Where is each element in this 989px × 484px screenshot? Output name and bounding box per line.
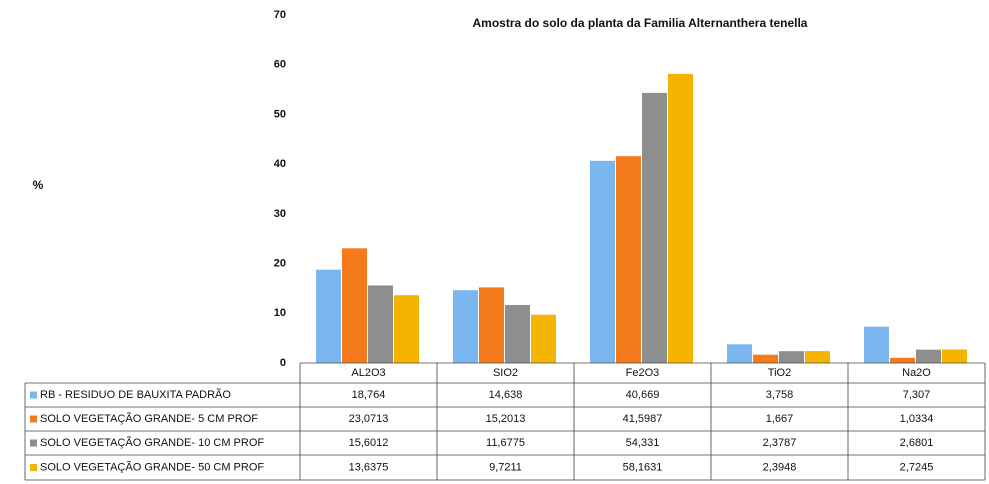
bar xyxy=(942,349,967,363)
legend-marker xyxy=(30,439,37,447)
y-tick-label: 30 xyxy=(274,208,286,220)
legend-marker xyxy=(30,464,37,471)
legend-label: SOLO VEGETAÇÃO GRANDE- 10 CM PROF xyxy=(40,436,264,449)
table-cell: 7,307 xyxy=(903,389,931,401)
bar xyxy=(642,92,667,364)
y-tick-label: 20 xyxy=(274,257,286,269)
table-cell: 3,758 xyxy=(766,389,794,401)
bar xyxy=(864,326,889,363)
bar xyxy=(394,295,419,363)
bar xyxy=(453,290,478,363)
legend-label: SOLO VEGETAÇÃO GRANDE- 5 CM PROF xyxy=(40,412,258,425)
table-cell: 2,6801 xyxy=(900,437,934,449)
x-tick-label: TiO2 xyxy=(768,367,791,379)
y-tick-label: 40 xyxy=(274,158,286,170)
table-cell: 15,2013 xyxy=(486,413,526,425)
bar xyxy=(668,73,693,363)
bar xyxy=(505,304,530,363)
table-cell: 13,6375 xyxy=(349,461,389,473)
legend-marker xyxy=(30,415,37,423)
table-cell: 40,669 xyxy=(626,389,660,401)
y-tick-label: 70 xyxy=(274,9,286,21)
table-cell: 14,638 xyxy=(489,389,523,401)
table-cell: 58,1631 xyxy=(623,461,663,473)
bar xyxy=(727,344,752,363)
bar xyxy=(342,248,367,363)
table-cell: 2,3948 xyxy=(763,461,797,473)
bar xyxy=(779,351,804,363)
bar xyxy=(316,269,341,363)
y-axis-label: % xyxy=(33,178,44,192)
x-tick-label: SIO2 xyxy=(493,367,518,379)
y-tick-label: 10 xyxy=(274,307,286,319)
table-cell: 11,6775 xyxy=(486,437,525,449)
legend-marker xyxy=(30,391,37,399)
legend-label: RB - RESIDUO DE BAUXITA PADRÃO xyxy=(40,388,231,401)
bar xyxy=(753,354,778,363)
x-tick-label: Na2O xyxy=(902,367,931,379)
legend-label: SOLO VEGETAÇÃO GRANDE- 50 CM PROF xyxy=(40,460,264,473)
table-cell: 15,6012 xyxy=(349,437,389,449)
table-cell: 2,3787 xyxy=(763,437,797,449)
bar xyxy=(805,351,830,363)
bar xyxy=(368,285,393,363)
table-cell: 1,667 xyxy=(766,413,794,425)
bar xyxy=(616,156,641,363)
bar xyxy=(531,314,556,363)
bar xyxy=(890,357,915,363)
y-tick-label: 60 xyxy=(274,59,286,71)
chart-title: Amostra do solo da planta da Familia Alt… xyxy=(473,16,808,30)
bar xyxy=(590,160,615,363)
x-tick-label: Fe2O3 xyxy=(626,367,660,379)
table-cell: 54,331 xyxy=(626,437,660,449)
table-cell: 9,7211 xyxy=(489,461,522,473)
bar xyxy=(479,287,504,363)
table-cell: 18,764 xyxy=(352,389,386,401)
y-tick-label: 50 xyxy=(274,108,286,120)
table-cell: 23,0713 xyxy=(349,413,389,425)
table-cell: 2,7245 xyxy=(900,461,934,473)
x-tick-label: AL2O3 xyxy=(351,367,385,379)
table-cell: 1,0334 xyxy=(900,413,934,425)
table-cell: 41,5987 xyxy=(623,413,663,425)
bar xyxy=(916,349,941,363)
y-tick-label: 0 xyxy=(280,357,286,369)
